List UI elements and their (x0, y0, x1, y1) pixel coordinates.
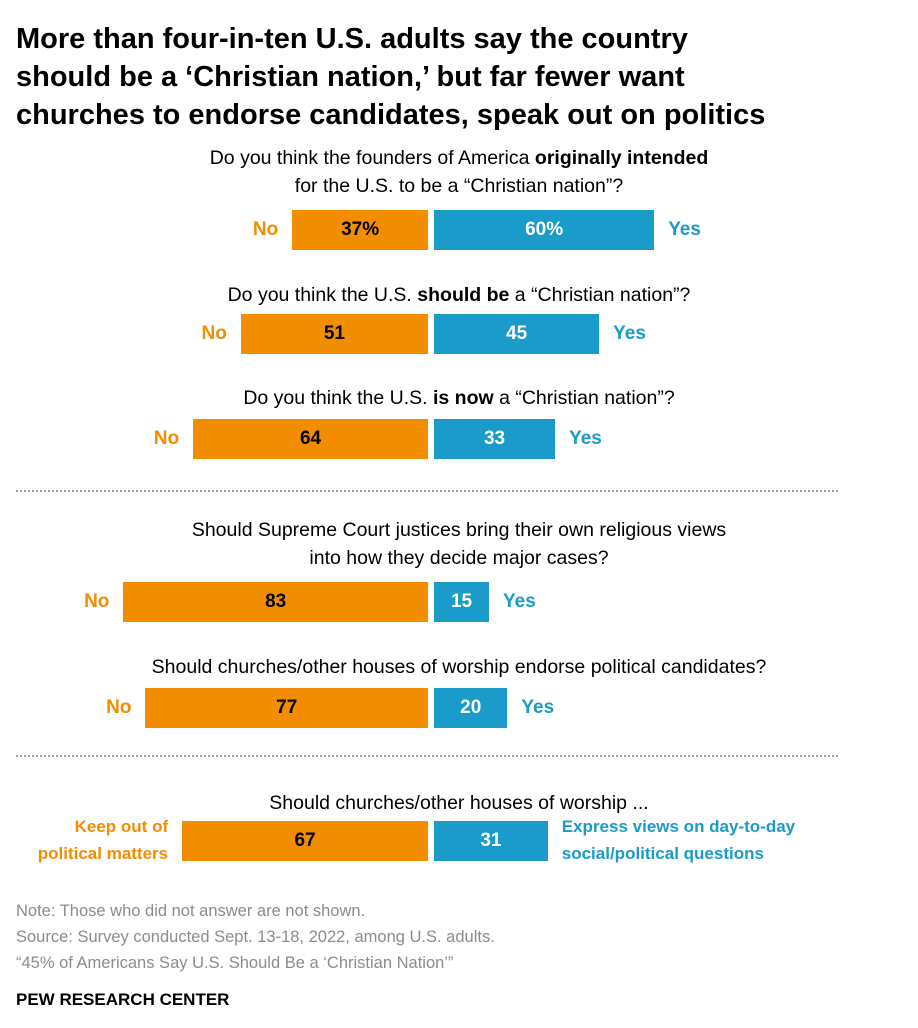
label-yes-3: Yes (569, 428, 602, 449)
bar-no-3: 64 (193, 419, 428, 459)
question-4-text-line-2: into how they decide major cases? (309, 547, 609, 569)
question-4-text: Should Supreme Court justices bring thei… (191, 519, 727, 541)
label-yes-1: Yes (668, 219, 701, 240)
bar-no-6: 67 (182, 821, 428, 861)
question-1-text: Do you think the founders of America (209, 147, 535, 169)
section-divider (16, 490, 838, 492)
question-is-now: Do you think the U.S. is now a “Christia… (0, 384, 918, 412)
chart-title-line-3: churches to endorse candidates, speak ou… (16, 99, 766, 131)
bar-no-5: 77 (145, 688, 428, 728)
pew-research-center-logo: PEW RESEARCH CENTER (16, 990, 230, 1009)
label-no-3: No (153, 428, 180, 449)
label-yes-2: Yes (613, 323, 646, 344)
question-endorse-candidates: Should churches/other houses of worship … (0, 653, 918, 681)
question-1-emphasis: originally intended (534, 147, 709, 169)
label-yes-4: Yes (503, 591, 536, 612)
bar-no-4: 83 (123, 582, 428, 622)
question-3-text-end: a “Christian nation”? (493, 387, 675, 409)
question-6-text: Should churches/other houses of worship … (269, 792, 649, 814)
question-2-text: Do you think the U.S. (227, 284, 418, 306)
section-divider (16, 755, 838, 757)
question-2-emphasis: should be (417, 284, 510, 306)
question-churches-worship: Should churches/other houses of worship … (0, 789, 918, 817)
bar-yes-3: 33 (434, 419, 556, 459)
question-5-text: Should churches/other houses of worship … (151, 656, 767, 678)
question-3-text: Do you think the U.S. (243, 387, 433, 409)
bar-no-1: 37% (292, 210, 428, 250)
chart-title-line-1: More than four-in-ten U.S. adults say th… (16, 23, 688, 55)
chart-notes: Note: Those who did not answer are not s… (16, 898, 495, 976)
label-no-5: No (106, 697, 132, 718)
bar-yes-6: 31 (434, 821, 548, 861)
label-no-6: Keep out of political matters (37, 817, 169, 863)
question-1-text-line-2: for the U.S. to be a “Christian nation”? (294, 175, 624, 197)
chart-title-line-2: should be a ‘Christian nation,’ but far … (16, 61, 685, 93)
question-supreme-court: Should Supreme Court justices bring thei… (0, 516, 918, 572)
bar-no-2: 51 (240, 314, 428, 354)
question-3-emphasis: is now (433, 387, 494, 409)
question-founders-intended: Do you think the founders of America ori… (0, 144, 918, 200)
question-should-be: Do you think the U.S. should be a “Chris… (0, 281, 918, 309)
bar-yes-1: 60% (434, 210, 655, 250)
chart-title: More than four-in-ten U.S. adults say th… (16, 20, 896, 134)
bar-yes-2: 45 (434, 314, 600, 354)
source-text: Source: Survey conducted Sept. 13-18, 20… (16, 928, 495, 946)
label-no-4: No (84, 591, 110, 612)
bar-yes-5: 20 (434, 688, 508, 728)
question-2-text-end: a “Christian nation”? (509, 284, 691, 306)
note-text: Note: Those who did not answer are not s… (16, 902, 366, 920)
bar-yes-4: 15 (434, 582, 490, 622)
report-title-text: “45% of Americans Say U.S. Should Be a ‘… (16, 954, 454, 972)
label-no-2: No (201, 323, 227, 344)
label-yes-6: Express views on day-to-day social/politi… (561, 817, 796, 863)
label-yes-5: Yes (521, 697, 555, 718)
label-no-1: No (252, 219, 279, 240)
